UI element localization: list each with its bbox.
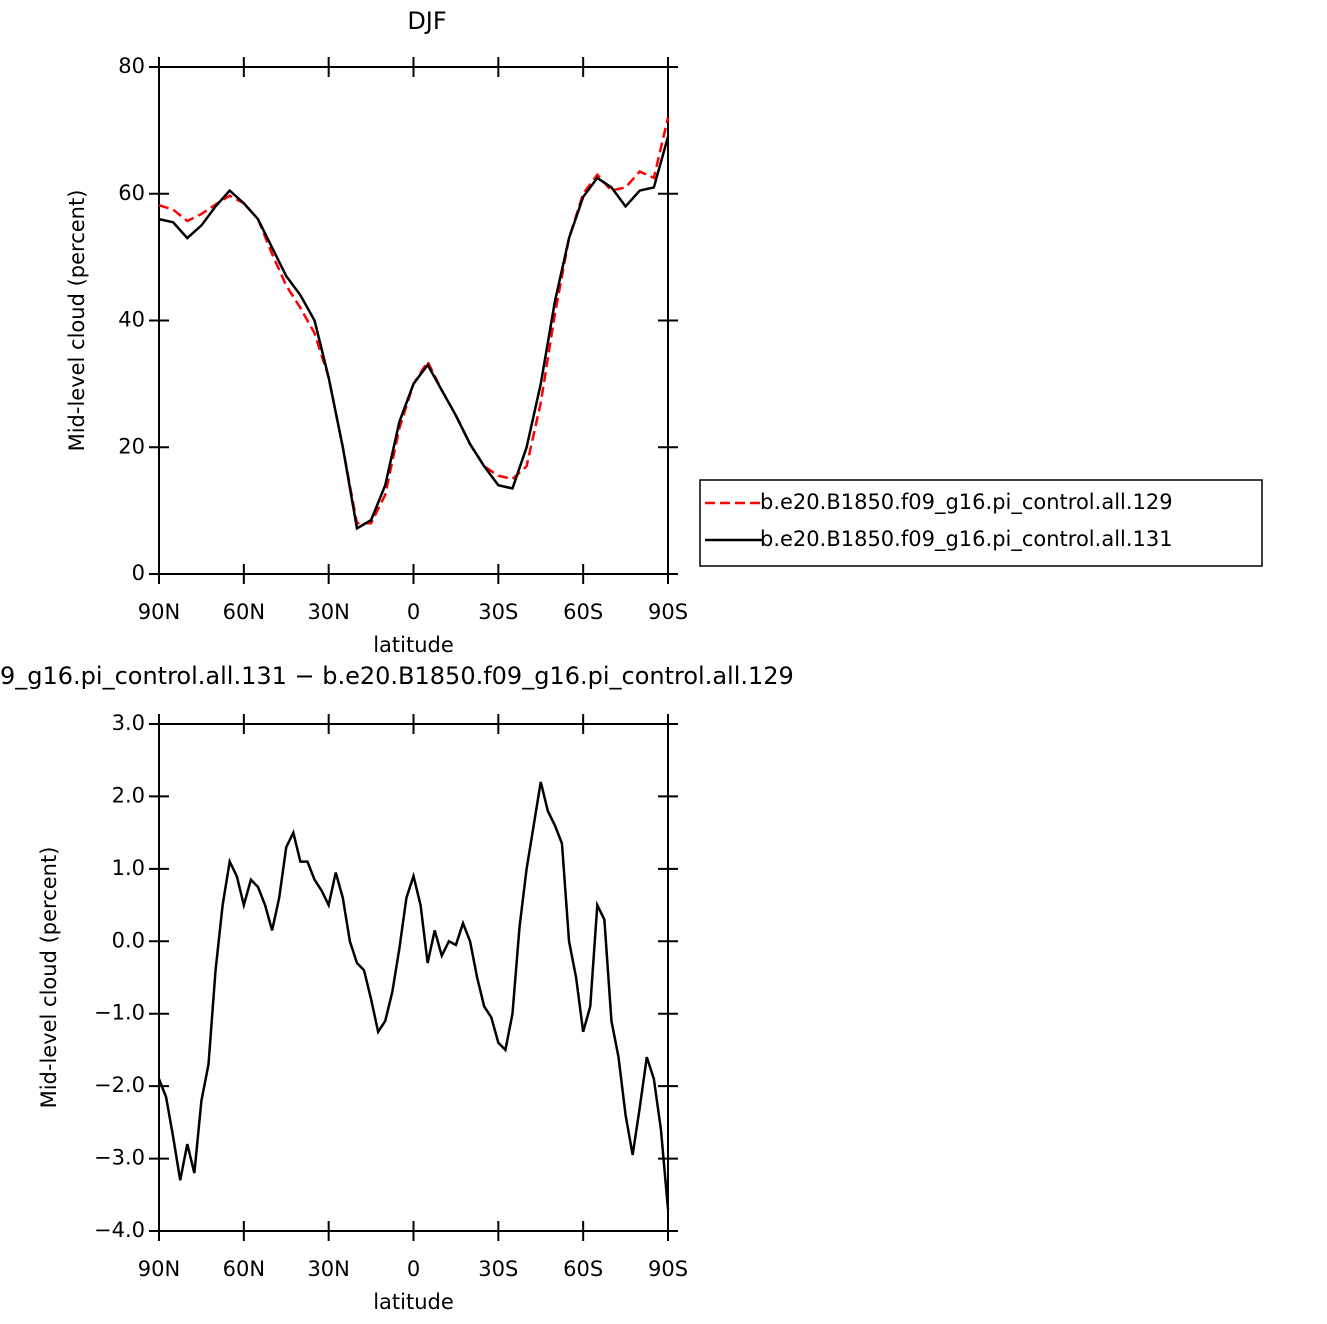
y-tick-label: −1.0: [94, 1001, 145, 1025]
x-axis-label: latitude: [373, 1290, 454, 1314]
y-tick-label: 20: [118, 434, 145, 458]
y-tick-label: 3.0: [112, 711, 145, 735]
x-tick-label: 30S: [478, 1257, 518, 1281]
y-tick-label: −4.0: [94, 1218, 145, 1242]
x-tick-label: 0: [407, 600, 420, 624]
chart-title: 9_g16.pi_control.all.131 − b.e20.B1850.f…: [0, 662, 794, 690]
y-axis-label: Mid-level cloud (percent): [37, 847, 61, 1109]
y-tick-label: 1.0: [112, 856, 145, 880]
x-tick-label: 30N: [307, 600, 349, 624]
plot-frame: [158, 66, 669, 575]
x-tick-label: 60S: [563, 600, 603, 624]
x-tick-label: 90N: [138, 1257, 180, 1281]
data-line: [157, 781, 670, 1210]
legend-label: b.e20.B1850.f09_g16.pi_control.all.129: [760, 490, 1173, 515]
y-tick-label: −3.0: [94, 1146, 145, 1170]
legend-label: b.e20.B1850.f09_g16.pi_control.all.131: [760, 527, 1173, 552]
y-tick-label: 60: [118, 181, 145, 205]
x-tick-label: 60N: [223, 600, 265, 624]
y-tick-label: 0: [132, 561, 145, 585]
data-line: [158, 136, 670, 531]
data-line: [158, 117, 670, 525]
y-tick-label: 40: [118, 308, 145, 332]
x-tick-label: 60N: [223, 1257, 265, 1281]
legend-box: [699, 479, 1263, 567]
x-tick-label: 30S: [478, 600, 518, 624]
x-tick-label: 0: [407, 1257, 420, 1281]
y-axis-label: Mid-level cloud (percent): [65, 190, 89, 452]
y-tick-label: 2.0: [112, 783, 145, 807]
x-axis-label: latitude: [373, 633, 454, 657]
y-tick-label: 0.0: [112, 928, 145, 952]
y-tick-label: 80: [118, 54, 145, 78]
chart-title: DJF: [407, 7, 446, 35]
x-tick-label: 90S: [648, 600, 688, 624]
x-tick-label: 30N: [307, 1257, 349, 1281]
x-tick-label: 60S: [563, 1257, 603, 1281]
x-tick-label: 90S: [648, 1257, 688, 1281]
y-tick-label: −2.0: [94, 1073, 145, 1097]
x-tick-label: 90N: [138, 600, 180, 624]
